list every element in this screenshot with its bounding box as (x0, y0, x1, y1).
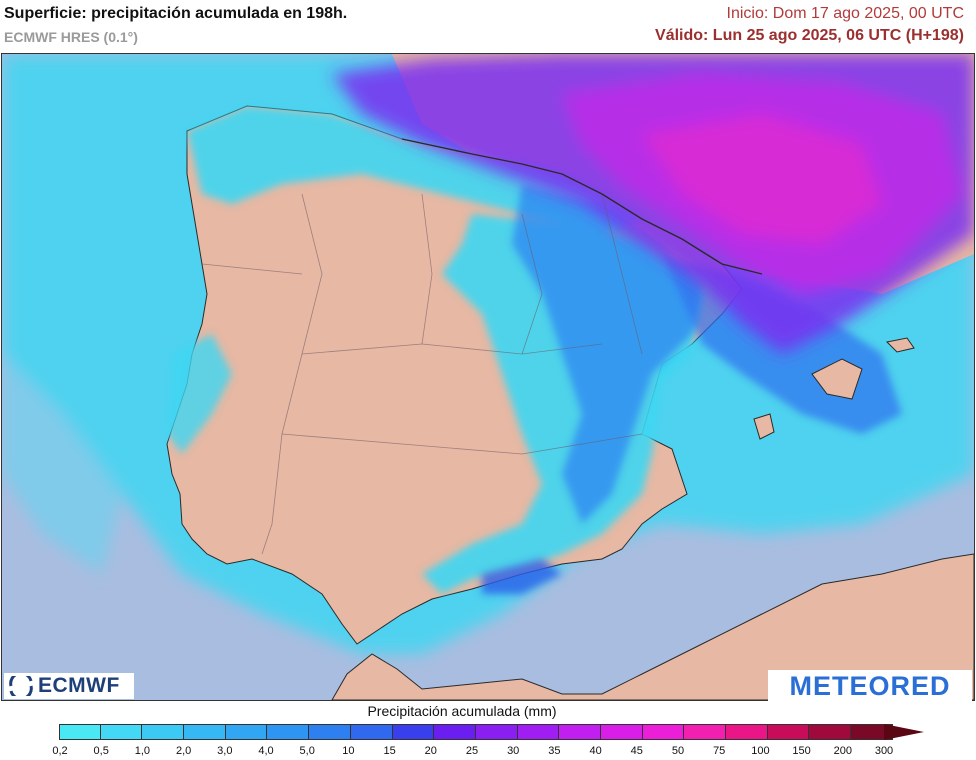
legend-color-cell (350, 724, 393, 740)
legend-color-cell (475, 724, 518, 740)
legend-tick-label: 75 (713, 745, 726, 757)
national-border (401, 138, 763, 275)
start-time: Inicio: Dom 17 ago 2025, 00 UTC (726, 5, 964, 22)
north-africa-land (331, 553, 974, 700)
legend-color-cell (59, 724, 101, 740)
header-right: Inicio: Dom 17 ago 2025, 00 UTC Válido: … (655, 4, 964, 46)
map-title: Superficie: precipitación acumulada en 1… (4, 5, 348, 22)
legend-color-cell (809, 724, 852, 740)
legend-tick-label: 20 (424, 745, 437, 757)
legend-color-cell (600, 724, 643, 740)
legend-tick-label: 1,0 (134, 745, 151, 757)
legend-color-cell (726, 724, 768, 740)
legend-tick-label: 40 (589, 745, 602, 757)
legend-tick-label: 25 (465, 745, 479, 757)
legend-color-cell (225, 724, 268, 740)
legend-tick-label: 0,5 (93, 745, 109, 757)
legend-tick-label: 200 (833, 745, 852, 757)
legend-tick-label: 15 (383, 745, 396, 757)
legend-color-cell (142, 724, 185, 740)
legend-tick-label: 10 (342, 745, 355, 757)
legend-color-cell (392, 724, 435, 740)
valid-time: Válido: Lun 25 ago 2025, 06 UTC (H+198) (655, 27, 964, 44)
legend-color-cell (100, 724, 143, 740)
legend-tick-label: 2,0 (175, 745, 192, 757)
region-borders (201, 193, 643, 555)
mallorca (811, 358, 863, 400)
legend-tick-label: 5,0 (299, 745, 315, 757)
ibiza (753, 413, 775, 440)
legend-color-cell (684, 724, 726, 740)
legend-arrow (884, 724, 924, 740)
legend-tick-label: 50 (671, 745, 685, 757)
legend-tick-label: 150 (792, 745, 811, 757)
ecmwf-swirl-icon (9, 676, 33, 696)
precip-heavy-north (332, 54, 974, 354)
map-canvas (2, 54, 974, 700)
meteored-logo: METEORED (768, 670, 972, 702)
meteored-logo-text: METEORED (789, 670, 951, 701)
legend-tick-label: 100 (751, 745, 770, 757)
legend-color-cell (309, 724, 351, 740)
legend-colorbar (59, 724, 893, 740)
model-label: ECMWF HRES (0.1°) (4, 29, 138, 45)
legend-tick-label: 300 (874, 745, 894, 757)
ecmwf-logo-text: ECMWF (38, 674, 120, 697)
legend-color-cell (767, 724, 810, 740)
legend-color-cell (517, 724, 560, 740)
legend-color-cell (434, 724, 476, 740)
legend-color-cell (184, 724, 226, 740)
legend-color-cell (559, 724, 601, 740)
header-left: Superficie: precipitación acumulada en 1… (4, 4, 347, 46)
legend-title: Precipitación acumulada (mm) (367, 703, 557, 719)
legend-tick-label: 3,0 (217, 745, 233, 757)
legend-tick-label: 30 (507, 745, 520, 757)
menorca (885, 337, 915, 353)
precipitation-map (1, 53, 975, 701)
legend-tick-label: 0,2 (52, 745, 68, 757)
legend-ticks: 0,2 0,5 1,0 2,0 3,0 4,0 5,0 10 15 20 25 30 35 40 45 50 7… (0, 745, 976, 759)
legend-color-cell (642, 724, 685, 740)
legend-tick-label: 45 (630, 745, 643, 757)
legend-color-cell (267, 724, 310, 740)
legend-tick-label: 4,0 (258, 745, 274, 757)
legend-tick-label: 35 (548, 745, 561, 757)
ecmwf-logo: ECMWF (4, 673, 134, 699)
